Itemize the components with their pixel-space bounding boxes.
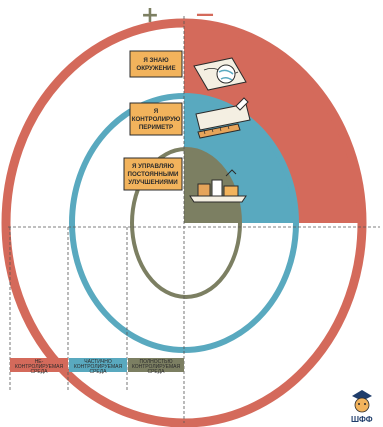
note-line: ОКРУЖЕНИЕ (136, 65, 175, 72)
legend-label: КОНТРОЛИРУЕМАЯ (132, 364, 181, 370)
note-manage-improvements: Я УПРАВЛЯЮ ПОСТОЯННЫМИ УЛУЧШЕНИЯМИ (123, 157, 183, 191)
note-know-environment: Я ЗНАЮ ОКРУЖЕНИЕ (129, 50, 183, 78)
legend-full-bar: ПОЛНОСТЬЮ КОНТРОЛИРУЕМАЯ СРЕДА (128, 358, 184, 375)
legend-label: СРЕДА (89, 369, 107, 375)
legend-label: СРЕДА (30, 369, 48, 375)
legend-label: КОНТРОЛИРУЕМАЯ (74, 364, 123, 370)
note-line: ПОСТОЯННЫМИ (128, 171, 180, 178)
tray-boxes-illustration (189, 169, 247, 203)
minus-sign: — (196, 4, 214, 25)
legend-partial-bar: ЧАСТИЧНО КОНТРОЛИРУЕМАЯ СРЕДА (69, 358, 127, 375)
plus-sign: + (141, 3, 159, 28)
legend-label: ЧАСТИЧНО (84, 359, 112, 365)
note-control-perimeter: Я КОНТРОЛИРУЮ ПЕРИМЕТР (129, 102, 183, 136)
note-line: УЛУЧШЕНИЯМИ (128, 179, 178, 186)
legend-label: КОНТРОЛИРУЕМАЯ (15, 364, 64, 370)
school-logo: ШФФ (351, 390, 373, 424)
legend-label: СРЕДА (147, 369, 165, 375)
legend-uncontrolled-bar: НЕ- КОНТРОЛИРУЕМАЯ СРЕДА (10, 358, 68, 375)
note-line: Я (154, 108, 159, 115)
legend-label: НЕ- (35, 359, 44, 365)
note-line: КОНТРОЛИРУЮ (132, 116, 181, 123)
map-globe-illustration (193, 57, 247, 91)
inner-ring (130, 147, 242, 299)
legend-bar (128, 358, 184, 372)
note-line: Я ЗНАЮ (143, 57, 169, 64)
note-line: ПЕРИМЕТР (139, 124, 173, 131)
legend-bar (10, 358, 68, 372)
legend-bar (69, 358, 127, 372)
legend-label: ПОЛНОСТЬЮ (139, 359, 172, 365)
note-line: Я УПРАВЛЯЮ (132, 163, 175, 170)
ruler-perimeter-illustration (195, 97, 251, 139)
logo-text: ШФФ (351, 415, 373, 424)
